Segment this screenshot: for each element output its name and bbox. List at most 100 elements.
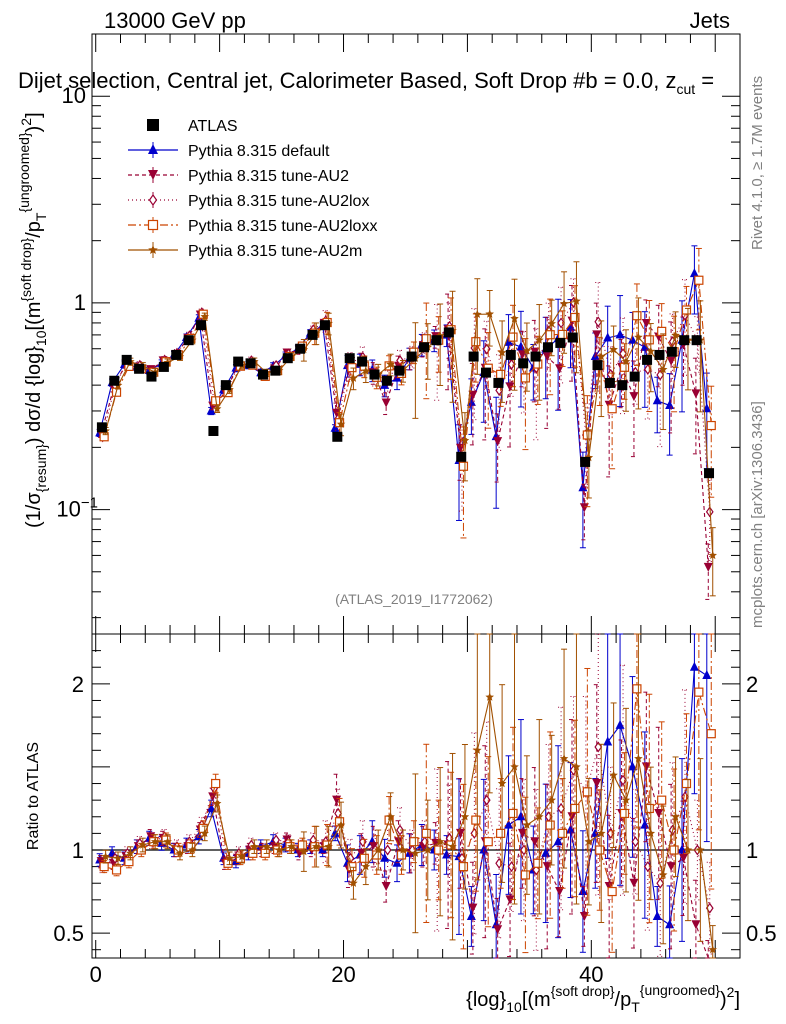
mcplots-label: mcplots.cern.ch [arXiv:1306.3436] xyxy=(749,401,766,628)
data-point-ratio xyxy=(590,827,600,837)
atlas-point xyxy=(245,358,256,369)
data-point-main xyxy=(603,332,613,342)
atlas-point xyxy=(171,349,182,360)
data-point-ratio xyxy=(681,791,689,803)
y-tick-label-main: 1 xyxy=(74,290,86,315)
data-point-ratio xyxy=(542,862,552,872)
legend-label: Pythia 8.315 tune-AU2lox xyxy=(188,193,369,210)
data-point-ratio xyxy=(643,861,652,873)
data-point-ratio xyxy=(658,870,668,879)
data-point-main xyxy=(468,390,478,400)
series-line-main xyxy=(100,313,709,568)
data-point-ratio xyxy=(336,820,346,829)
data-point-ratio xyxy=(566,824,576,834)
data-point-ratio xyxy=(495,857,504,869)
x-tick-label: 0 xyxy=(90,962,102,987)
data-point-ratio xyxy=(706,729,716,739)
data-point-main xyxy=(336,419,346,428)
atlas-point xyxy=(233,356,244,367)
data-point-ratio xyxy=(621,795,631,804)
data-point-main xyxy=(666,356,676,366)
data-point-ratio xyxy=(646,828,656,837)
data-point-main xyxy=(332,408,342,418)
data-point-ratio xyxy=(272,834,280,846)
legend-marker xyxy=(148,144,158,154)
data-point-main xyxy=(212,404,222,413)
data-point-ratio xyxy=(381,882,391,892)
plot-title-main: Dijet selection, Central jet, Calorimete… xyxy=(18,68,598,93)
legend-marker xyxy=(147,219,159,231)
y-tick-label-ratio: 1 xyxy=(72,838,84,863)
legend-label: ATLAS xyxy=(188,118,238,135)
plot-title: Dijet selection, Central jet, Calorimete… xyxy=(18,68,714,97)
atlas-point xyxy=(530,351,541,362)
atlas-point xyxy=(208,425,219,436)
data-point-ratio xyxy=(394,837,404,847)
data-point-ratio xyxy=(470,827,479,839)
x-tick-label: 20 xyxy=(331,962,355,987)
data-point-ratio xyxy=(603,736,613,746)
data-point-ratio xyxy=(386,812,395,821)
data-point-main xyxy=(535,335,544,344)
atlas-point xyxy=(704,468,715,479)
atlas-point xyxy=(518,358,529,369)
x-axis-label: {log}10[(m{soft drop}/pT{ungroomed})2] xyxy=(466,982,740,1015)
legend-label: Pythia 8.315 tune-AU2loxx xyxy=(188,218,377,235)
atlas-point xyxy=(134,363,145,374)
data-point-main xyxy=(657,326,667,336)
data-point-ratio xyxy=(545,820,555,830)
atlas-point xyxy=(691,335,702,346)
data-point-ratio xyxy=(274,845,284,854)
series-line-ratio xyxy=(105,697,714,950)
atlas-point xyxy=(505,349,516,360)
y-tick-label-ratio-right: 2 xyxy=(746,672,758,697)
atlas-point xyxy=(394,365,405,376)
data-point-ratio xyxy=(691,920,701,930)
data-point-main xyxy=(640,341,650,351)
data-point-ratio xyxy=(380,852,390,862)
data-point-ratio xyxy=(297,840,307,850)
data-point-main xyxy=(485,309,494,318)
atlas-point xyxy=(580,456,591,467)
y-tick-label-ratio: 0.5 xyxy=(53,921,84,946)
data-point-ratio xyxy=(312,842,321,851)
data-point-ratio xyxy=(553,836,563,846)
data-point-ratio xyxy=(578,886,588,896)
atlas-point xyxy=(419,342,430,353)
data-point-ratio xyxy=(656,877,665,889)
data-point-ratio xyxy=(702,670,712,680)
data-point-ratio xyxy=(471,815,481,825)
data-point-ratio xyxy=(421,828,431,838)
atlas-point xyxy=(158,361,169,372)
atlas-point xyxy=(567,332,578,343)
atlas-point xyxy=(456,451,467,462)
data-point-ratio xyxy=(250,842,259,851)
data-point-ratio xyxy=(349,878,358,887)
data-point-ratio xyxy=(126,848,135,857)
data-point-ratio xyxy=(654,808,664,818)
data-point-ratio xyxy=(557,802,565,815)
data-point-main xyxy=(681,305,692,315)
data-point-ratio xyxy=(411,848,420,857)
atlas-point xyxy=(617,380,628,391)
data-point-main xyxy=(652,395,662,405)
data-point-ratio xyxy=(522,820,532,829)
data-point-ratio xyxy=(212,799,222,808)
data-point-main xyxy=(646,346,656,355)
data-point-main xyxy=(634,332,643,341)
data-point-ratio xyxy=(448,842,457,851)
atlas-point xyxy=(332,431,343,442)
data-point-main xyxy=(615,329,625,339)
data-point-ratio xyxy=(671,812,680,821)
data-point-ratio xyxy=(665,919,675,929)
header-left: 13000 GeV pp xyxy=(104,8,246,33)
data-point-main xyxy=(520,373,531,383)
data-point-ratio xyxy=(681,778,692,789)
data-point-main xyxy=(458,461,469,471)
legend-label: Pythia 8.315 default xyxy=(188,143,330,160)
data-point-ratio xyxy=(567,812,577,822)
data-point-main xyxy=(566,321,576,331)
data-point-ratio xyxy=(708,945,717,954)
atlas-point xyxy=(468,351,479,362)
data-point-ratio xyxy=(508,808,518,819)
